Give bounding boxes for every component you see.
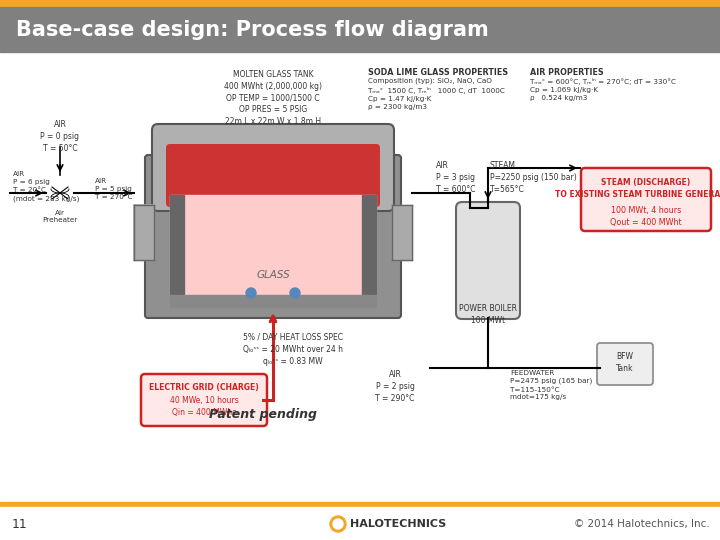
- FancyBboxPatch shape: [141, 374, 267, 426]
- FancyBboxPatch shape: [456, 202, 520, 319]
- Text: Tₘₐˣ = 600°C, Tₘᴵⁿ = 270°C; dT = 330°C
Cp = 1.069 kJ/kg·K
ρ   0.524 kg/m3: Tₘₐˣ = 600°C, Tₘᴵⁿ = 270°C; dT = 330°C C…: [530, 78, 676, 101]
- Text: Base-case design: Process flow diagram: Base-case design: Process flow diagram: [16, 20, 489, 40]
- Text: AIR
P = 3 psig
T = 600°C: AIR P = 3 psig T = 600°C: [436, 161, 475, 194]
- Circle shape: [290, 288, 300, 298]
- Text: Patent pending: Patent pending: [209, 408, 317, 421]
- Bar: [0, 502, 720, 507]
- Text: Composition (typ): SiO₂, NaO, CaO
Tₘₐˣ  1500 C, Tₘᴵⁿ   1000 C, dT  1000C
Cp = 1.: Composition (typ): SiO₂, NaO, CaO Tₘₐˣ 1…: [368, 78, 505, 110]
- Circle shape: [333, 519, 343, 529]
- Text: 100 MWt, 4 hours
Qout = 400 MWht: 100 MWt, 4 hours Qout = 400 MWht: [610, 206, 682, 227]
- FancyBboxPatch shape: [145, 155, 401, 318]
- Text: POWER BOILER
100 MWt: POWER BOILER 100 MWt: [459, 304, 517, 325]
- FancyBboxPatch shape: [152, 124, 394, 211]
- Bar: [134, 205, 154, 260]
- FancyBboxPatch shape: [166, 144, 380, 207]
- Bar: [0, 7, 720, 52]
- Text: STEAM
P=2250 psig (150 bar)
T=565°C: STEAM P=2250 psig (150 bar) T=565°C: [490, 161, 577, 194]
- Circle shape: [330, 516, 346, 532]
- Text: GLASS: GLASS: [256, 270, 290, 280]
- Text: © 2014 Halotechnics, Inc.: © 2014 Halotechnics, Inc.: [575, 519, 710, 529]
- Bar: [0, 0, 720, 7]
- Bar: [0, 507, 720, 540]
- Text: MOLTEN GLASS TANK
400 MWht (2,000,000 kg)
OP TEMP = 1000/1500 C
OP PRES = 5 PSIG: MOLTEN GLASS TANK 400 MWht (2,000,000 kg…: [224, 70, 322, 126]
- Text: AIR
P = 2 psig
T = 290°C: AIR P = 2 psig T = 290°C: [375, 370, 415, 403]
- Bar: [392, 205, 412, 260]
- Bar: [170, 195, 184, 298]
- Circle shape: [46, 179, 74, 207]
- Text: HALOTECHNICS: HALOTECHNICS: [350, 519, 446, 529]
- Text: FEEDWATER
P=2475 psig (165 bar)
T=115-150°C
mdot=175 kg/s: FEEDWATER P=2475 psig (165 bar) T=115-15…: [510, 370, 593, 401]
- Bar: [170, 295, 376, 307]
- Bar: [0, 52, 720, 502]
- Text: Air
Preheater: Air Preheater: [42, 210, 78, 224]
- Text: 5% / DAY HEAT LOSS SPEC
Qₗₒˢˢ = 20 MWht over 24 h
qₗₒˢˢ = 0.83 MW: 5% / DAY HEAT LOSS SPEC Qₗₒˢˢ = 20 MWht …: [243, 333, 343, 366]
- Text: ELECTRIC GRID (CHARGE): ELECTRIC GRID (CHARGE): [149, 383, 259, 392]
- Text: AIR PROPERTIES: AIR PROPERTIES: [530, 68, 604, 77]
- Text: AIR
P = 0 psig
T = 50°C: AIR P = 0 psig T = 50°C: [40, 120, 79, 153]
- Bar: [170, 195, 376, 298]
- Bar: [362, 195, 376, 298]
- Text: AIR
P = 5 psig
T = 270°C: AIR P = 5 psig T = 270°C: [95, 178, 132, 200]
- FancyBboxPatch shape: [597, 343, 653, 385]
- Text: 40 MWe, 10 hours
Qin = 400 MWhe: 40 MWe, 10 hours Qin = 400 MWhe: [170, 396, 238, 417]
- Text: SODA LIME GLASS PROPERTIES: SODA LIME GLASS PROPERTIES: [368, 68, 508, 77]
- FancyBboxPatch shape: [581, 168, 711, 231]
- Text: AIR
P = 6 psig
T = 20°C
(mdot = 283 kg/s): AIR P = 6 psig T = 20°C (mdot = 283 kg/s…: [13, 171, 79, 201]
- Bar: [134, 205, 154, 260]
- Circle shape: [246, 288, 256, 298]
- Text: 11: 11: [12, 517, 28, 530]
- Text: STEAM (DISCHARGE)
TO EXISTING STEAM TURBINE GENERATOR: STEAM (DISCHARGE) TO EXISTING STEAM TURB…: [555, 178, 720, 199]
- Text: BFW
Tank: BFW Tank: [616, 352, 634, 373]
